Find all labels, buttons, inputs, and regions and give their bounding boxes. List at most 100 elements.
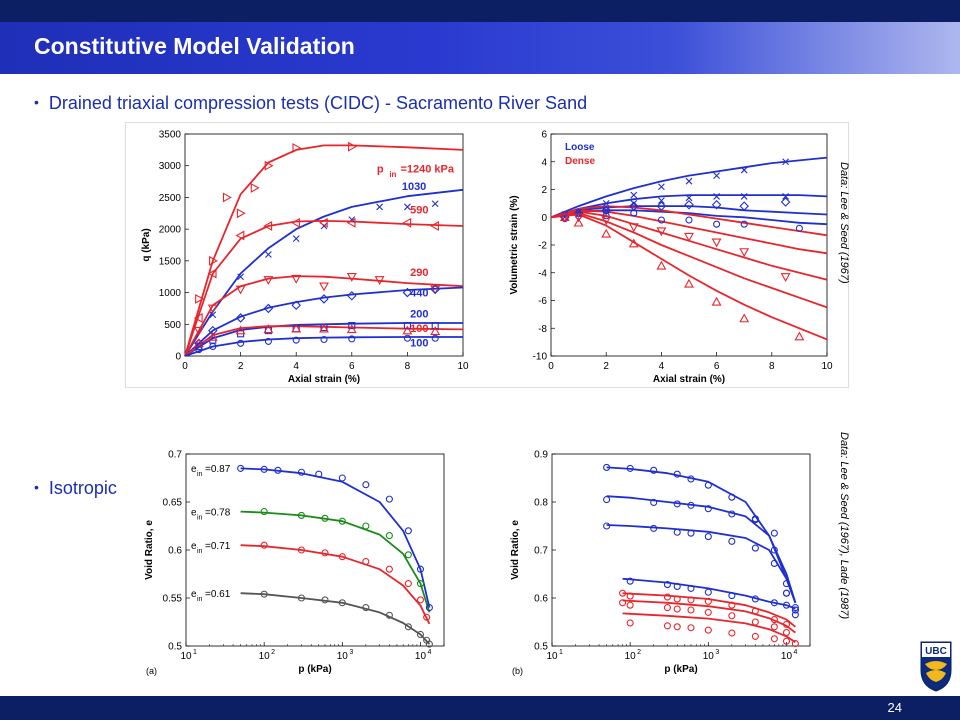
e-in-subscript: in xyxy=(197,548,203,555)
data-point xyxy=(404,580,412,588)
y-tick-label: 0.7 xyxy=(168,450,182,461)
data-point xyxy=(658,197,665,204)
data-point xyxy=(207,331,218,341)
data-point xyxy=(673,595,681,603)
data-point xyxy=(739,248,750,258)
e-in-subscript: in xyxy=(197,514,203,521)
data-point xyxy=(657,216,665,224)
series-line-3 xyxy=(184,275,464,357)
y-tick-label: 0.9 xyxy=(534,450,548,461)
data-point xyxy=(237,273,244,281)
x-tick-label: 10 xyxy=(415,651,427,662)
data-point xyxy=(402,287,413,298)
data-point xyxy=(626,577,634,585)
bullet-isotropic: • Isotropic xyxy=(34,478,117,499)
data-point xyxy=(297,546,305,554)
y-tick-label: -2 xyxy=(538,241,547,252)
e-in-subscript: in xyxy=(197,471,203,478)
x-tick-label: 2 xyxy=(238,361,244,372)
data-point xyxy=(791,604,799,612)
bullet-dot: • xyxy=(34,479,39,495)
x-axis-label: Axial strain (%) xyxy=(653,374,725,385)
data-point xyxy=(782,601,791,609)
data-point xyxy=(656,201,667,211)
data-point xyxy=(630,191,638,199)
data-point xyxy=(780,273,791,283)
x-axis-label: p (kPa) xyxy=(664,664,697,675)
data-point xyxy=(602,199,610,207)
data-point xyxy=(348,141,357,152)
data-point xyxy=(209,255,218,266)
void-ratio-chart-b: 0.90.80.70.60.510 1 10 2 10 3 10 4p (kPa)Void R… xyxy=(510,450,811,676)
series-line-2 xyxy=(240,544,431,625)
data-point xyxy=(321,514,329,522)
data-point xyxy=(263,276,274,286)
y-tick-label: 2 xyxy=(541,185,547,196)
data-point xyxy=(791,606,799,614)
data-point xyxy=(704,588,712,596)
data-point xyxy=(687,584,695,592)
data-point xyxy=(430,221,439,231)
bullet-dot: • xyxy=(34,94,39,110)
data-point xyxy=(795,224,803,232)
panel-label: (b) xyxy=(512,666,523,676)
data-point xyxy=(728,592,736,600)
label-100-blue: 100 xyxy=(410,337,428,349)
data-point xyxy=(402,325,413,335)
data-point xyxy=(404,527,412,535)
data-point xyxy=(403,334,411,342)
data-point xyxy=(728,537,736,545)
series-line-0 xyxy=(550,156,828,219)
data-point xyxy=(673,605,681,613)
data-point xyxy=(728,629,736,637)
x-axis-label: p (kPa) xyxy=(298,664,331,675)
x-tick-exponent: 4 xyxy=(793,649,797,656)
x-tick-label: 10 xyxy=(337,651,349,662)
data-point xyxy=(573,217,584,227)
data-point xyxy=(740,193,748,200)
data-point xyxy=(673,528,681,536)
data-point xyxy=(264,337,272,345)
y-tick-label: 3500 xyxy=(159,130,182,141)
data-point xyxy=(431,200,439,208)
x-tick-label: 0 xyxy=(182,361,188,372)
data-point xyxy=(782,620,791,628)
e-in-subscript: in xyxy=(197,596,203,603)
e-value-label: =0.61 xyxy=(205,589,231,600)
data-point xyxy=(416,596,425,604)
data-point xyxy=(601,205,611,216)
data-point xyxy=(704,505,712,513)
data-point xyxy=(348,322,356,330)
data-point xyxy=(348,335,356,343)
e-label: e xyxy=(191,464,197,475)
data-point xyxy=(319,282,329,292)
data-point xyxy=(209,311,217,319)
data-point xyxy=(684,199,694,210)
top-band xyxy=(0,0,960,22)
data-point xyxy=(739,313,750,323)
data-point xyxy=(195,346,203,354)
y-tick-label: 1500 xyxy=(159,256,182,267)
label-440: 440 xyxy=(410,287,428,299)
data-point xyxy=(425,604,433,612)
y-tick-label: -10 xyxy=(533,352,548,363)
data-point xyxy=(403,322,411,330)
y-axis-label: q (kPa) xyxy=(141,228,152,261)
data-point xyxy=(603,463,611,471)
data-point xyxy=(431,322,439,330)
series-line-4 xyxy=(622,592,796,628)
data-point xyxy=(236,208,246,219)
e-value-label: =0.78 xyxy=(205,507,231,518)
x-tick-exponent: 2 xyxy=(271,649,275,656)
data-point xyxy=(684,232,694,242)
series-line-5 xyxy=(550,209,828,255)
data-point xyxy=(770,559,778,567)
data-point xyxy=(602,212,610,220)
data-point xyxy=(274,466,282,474)
data-point xyxy=(573,208,584,218)
data-point xyxy=(739,201,749,211)
x-tick-exponent: 1 xyxy=(193,649,197,656)
y-tick-label: 0 xyxy=(541,213,547,224)
data-point xyxy=(318,217,328,228)
